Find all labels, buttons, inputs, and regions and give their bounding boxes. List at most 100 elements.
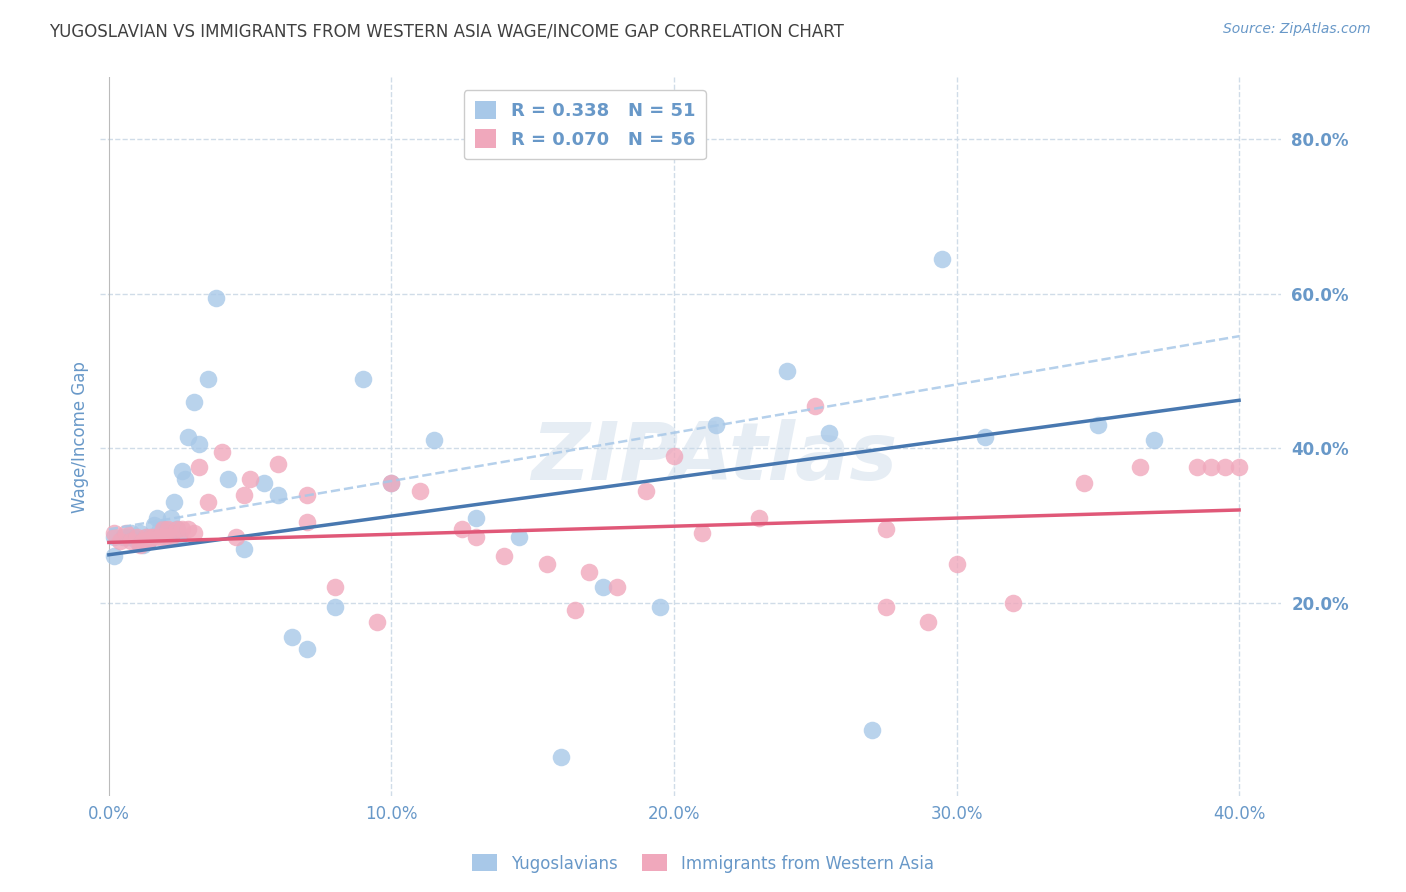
- Point: [875, 599, 897, 614]
- Point: [380, 475, 402, 490]
- Point: [606, 580, 628, 594]
- Point: [138, 533, 160, 548]
- Point: [183, 526, 205, 541]
- Point: [1087, 417, 1109, 432]
- Legend: Yugoslavians, Immigrants from Western Asia: Yugoslavians, Immigrants from Western As…: [465, 847, 941, 880]
- Point: [973, 429, 995, 443]
- Point: [323, 599, 346, 614]
- Point: [550, 750, 572, 764]
- Point: [157, 530, 180, 544]
- Point: [564, 603, 586, 617]
- Point: [818, 425, 841, 440]
- Point: [197, 372, 219, 386]
- Point: [117, 530, 139, 544]
- Point: [662, 449, 685, 463]
- Point: [592, 580, 614, 594]
- Point: [536, 557, 558, 571]
- Point: [135, 530, 157, 544]
- Point: [129, 538, 152, 552]
- Point: [217, 472, 239, 486]
- Point: [508, 530, 530, 544]
- Point: [166, 522, 188, 536]
- Point: [169, 530, 191, 544]
- Point: [111, 530, 134, 544]
- Point: [103, 526, 125, 541]
- Point: [120, 526, 142, 541]
- Point: [132, 533, 155, 548]
- Point: [648, 599, 671, 614]
- Legend: R = 0.338   N = 51, R = 0.070   N = 56: R = 0.338 N = 51, R = 0.070 N = 56: [464, 90, 706, 160]
- Point: [103, 530, 125, 544]
- Point: [152, 526, 174, 541]
- Point: [380, 475, 402, 490]
- Point: [155, 522, 177, 536]
- Point: [267, 457, 290, 471]
- Point: [465, 510, 488, 524]
- Point: [804, 399, 827, 413]
- Point: [423, 434, 446, 448]
- Point: [295, 515, 318, 529]
- Text: Source: ZipAtlas.com: Source: ZipAtlas.com: [1223, 22, 1371, 37]
- Point: [917, 615, 939, 629]
- Point: [166, 522, 188, 536]
- Point: [1185, 460, 1208, 475]
- Point: [233, 487, 256, 501]
- Point: [945, 557, 967, 571]
- Text: ZIPAtlas: ZIPAtlas: [531, 419, 897, 497]
- Point: [323, 580, 346, 594]
- Point: [748, 510, 770, 524]
- Point: [267, 487, 290, 501]
- Y-axis label: Wage/Income Gap: Wage/Income Gap: [72, 360, 89, 513]
- Point: [1002, 596, 1025, 610]
- Point: [281, 631, 304, 645]
- Point: [172, 464, 194, 478]
- Point: [149, 530, 172, 544]
- Point: [155, 530, 177, 544]
- Point: [141, 530, 163, 544]
- Point: [634, 483, 657, 498]
- Point: [141, 530, 163, 544]
- Point: [1213, 460, 1236, 475]
- Point: [160, 510, 183, 524]
- Point: [1129, 460, 1152, 475]
- Point: [120, 533, 142, 548]
- Point: [860, 723, 883, 738]
- Point: [366, 615, 388, 629]
- Point: [408, 483, 430, 498]
- Point: [239, 472, 262, 486]
- Point: [205, 291, 228, 305]
- Point: [233, 541, 256, 556]
- Point: [197, 495, 219, 509]
- Point: [1143, 434, 1166, 448]
- Point: [1073, 475, 1095, 490]
- Point: [188, 437, 211, 451]
- Point: [138, 533, 160, 548]
- Point: [125, 533, 148, 548]
- Point: [465, 530, 488, 544]
- Point: [143, 530, 166, 544]
- Point: [352, 372, 374, 386]
- Point: [146, 510, 169, 524]
- Point: [183, 394, 205, 409]
- Point: [177, 522, 200, 536]
- Point: [1227, 460, 1250, 475]
- Point: [129, 526, 152, 541]
- Point: [295, 487, 318, 501]
- Point: [149, 522, 172, 536]
- Point: [211, 445, 233, 459]
- Point: [135, 530, 157, 544]
- Point: [578, 565, 600, 579]
- Point: [1199, 460, 1222, 475]
- Point: [225, 530, 247, 544]
- Point: [776, 364, 799, 378]
- Point: [177, 429, 200, 443]
- Point: [931, 252, 953, 266]
- Point: [253, 475, 276, 490]
- Point: [152, 522, 174, 536]
- Point: [163, 495, 186, 509]
- Point: [125, 530, 148, 544]
- Point: [174, 472, 197, 486]
- Point: [451, 522, 474, 536]
- Point: [132, 538, 155, 552]
- Point: [108, 533, 131, 548]
